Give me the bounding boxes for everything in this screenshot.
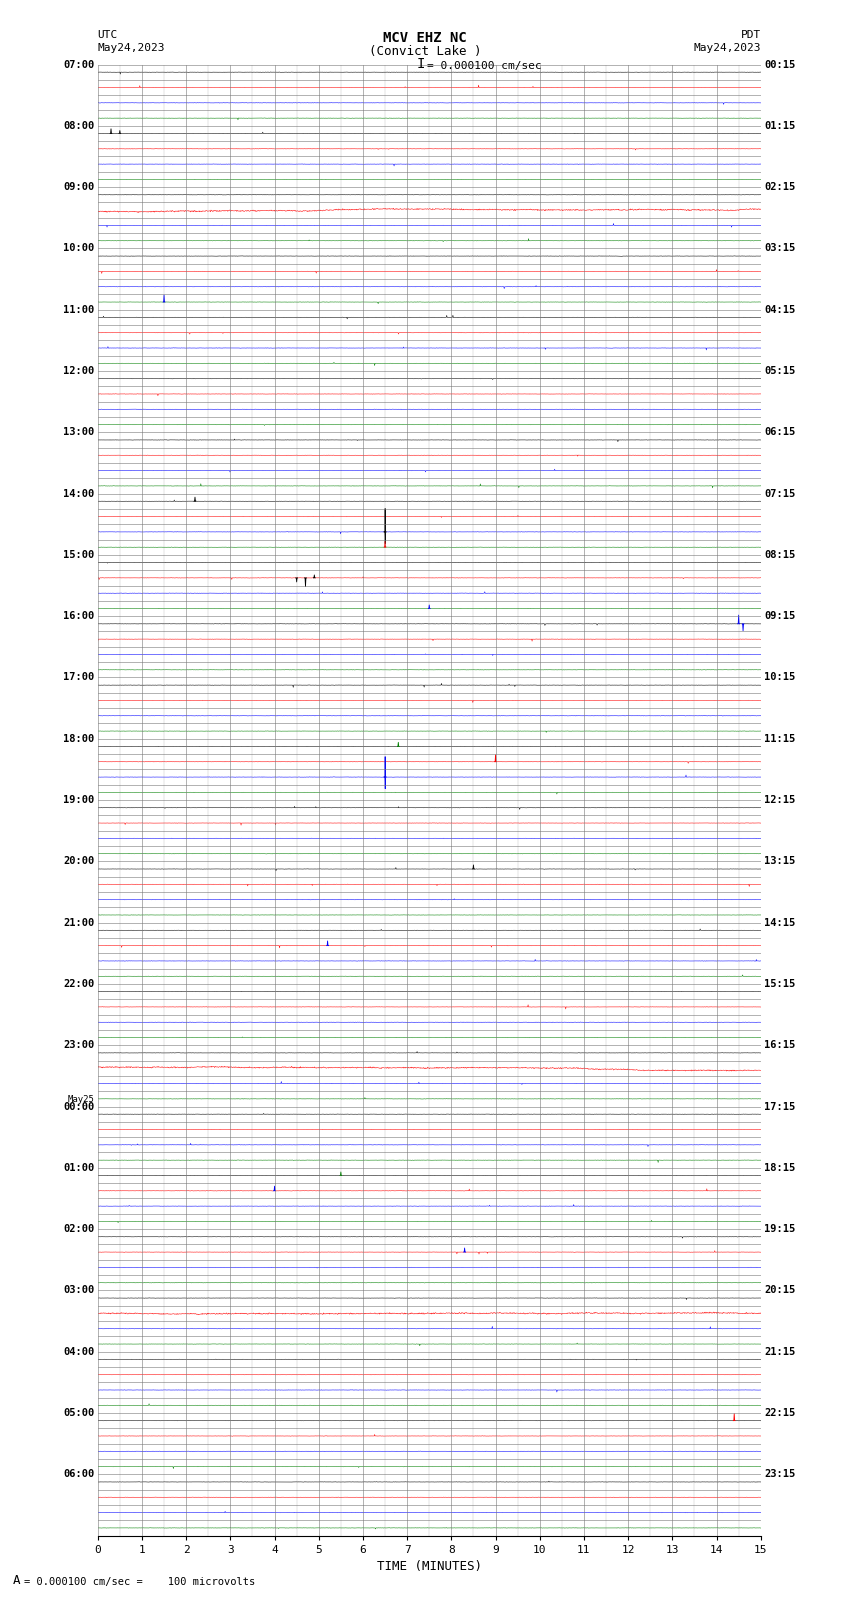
Text: (Convict Lake ): (Convict Lake ) <box>369 45 481 58</box>
Text: 05:00: 05:00 <box>63 1408 94 1418</box>
Text: 03:15: 03:15 <box>764 244 796 253</box>
Text: MCV EHZ NC: MCV EHZ NC <box>383 31 467 45</box>
Text: 17:00: 17:00 <box>63 673 94 682</box>
Text: 11:15: 11:15 <box>764 734 796 744</box>
Text: 04:15: 04:15 <box>764 305 796 315</box>
Text: 15:15: 15:15 <box>764 979 796 989</box>
Text: 03:00: 03:00 <box>63 1286 94 1295</box>
Text: 04:00: 04:00 <box>63 1347 94 1357</box>
Text: 16:00: 16:00 <box>63 611 94 621</box>
Text: 02:00: 02:00 <box>63 1224 94 1234</box>
Text: 10:00: 10:00 <box>63 244 94 253</box>
Text: 12:15: 12:15 <box>764 795 796 805</box>
Text: 20:15: 20:15 <box>764 1286 796 1295</box>
Text: 07:00: 07:00 <box>63 60 94 69</box>
Text: A: A <box>13 1574 20 1587</box>
Text: 21:15: 21:15 <box>764 1347 796 1357</box>
Text: 17:15: 17:15 <box>764 1102 796 1111</box>
Text: UTC: UTC <box>98 31 118 40</box>
Text: 09:15: 09:15 <box>764 611 796 621</box>
Text: 01:15: 01:15 <box>764 121 796 131</box>
Text: 07:15: 07:15 <box>764 489 796 498</box>
Text: 13:15: 13:15 <box>764 857 796 866</box>
Text: 10:15: 10:15 <box>764 673 796 682</box>
Text: 18:00: 18:00 <box>63 734 94 744</box>
Text: 15:00: 15:00 <box>63 550 94 560</box>
Text: 00:00: 00:00 <box>63 1102 94 1111</box>
Text: 16:15: 16:15 <box>764 1040 796 1050</box>
Text: 09:00: 09:00 <box>63 182 94 192</box>
Text: May24,2023: May24,2023 <box>98 44 165 53</box>
Text: 06:00: 06:00 <box>63 1469 94 1479</box>
Text: 19:15: 19:15 <box>764 1224 796 1234</box>
Text: 02:15: 02:15 <box>764 182 796 192</box>
Text: I: I <box>416 56 425 71</box>
X-axis label: TIME (MINUTES): TIME (MINUTES) <box>377 1560 482 1573</box>
Text: 23:15: 23:15 <box>764 1469 796 1479</box>
Text: 11:00: 11:00 <box>63 305 94 315</box>
Text: PDT: PDT <box>740 31 761 40</box>
Text: 19:00: 19:00 <box>63 795 94 805</box>
Text: 00:15: 00:15 <box>764 60 796 69</box>
Text: 13:00: 13:00 <box>63 427 94 437</box>
Text: 08:00: 08:00 <box>63 121 94 131</box>
Text: 08:15: 08:15 <box>764 550 796 560</box>
Text: 06:15: 06:15 <box>764 427 796 437</box>
Text: 01:00: 01:00 <box>63 1163 94 1173</box>
Text: 21:00: 21:00 <box>63 918 94 927</box>
Text: = 0.000100 cm/sec: = 0.000100 cm/sec <box>427 61 541 71</box>
Text: 22:00: 22:00 <box>63 979 94 989</box>
Text: 05:15: 05:15 <box>764 366 796 376</box>
Text: 12:00: 12:00 <box>63 366 94 376</box>
Text: = 0.000100 cm/sec =    100 microvolts: = 0.000100 cm/sec = 100 microvolts <box>24 1578 255 1587</box>
Text: 22:15: 22:15 <box>764 1408 796 1418</box>
Text: 14:00: 14:00 <box>63 489 94 498</box>
Text: May25: May25 <box>67 1095 94 1105</box>
Text: 20:00: 20:00 <box>63 857 94 866</box>
Text: 14:15: 14:15 <box>764 918 796 927</box>
Text: 18:15: 18:15 <box>764 1163 796 1173</box>
Text: May24,2023: May24,2023 <box>694 44 761 53</box>
Text: 23:00: 23:00 <box>63 1040 94 1050</box>
